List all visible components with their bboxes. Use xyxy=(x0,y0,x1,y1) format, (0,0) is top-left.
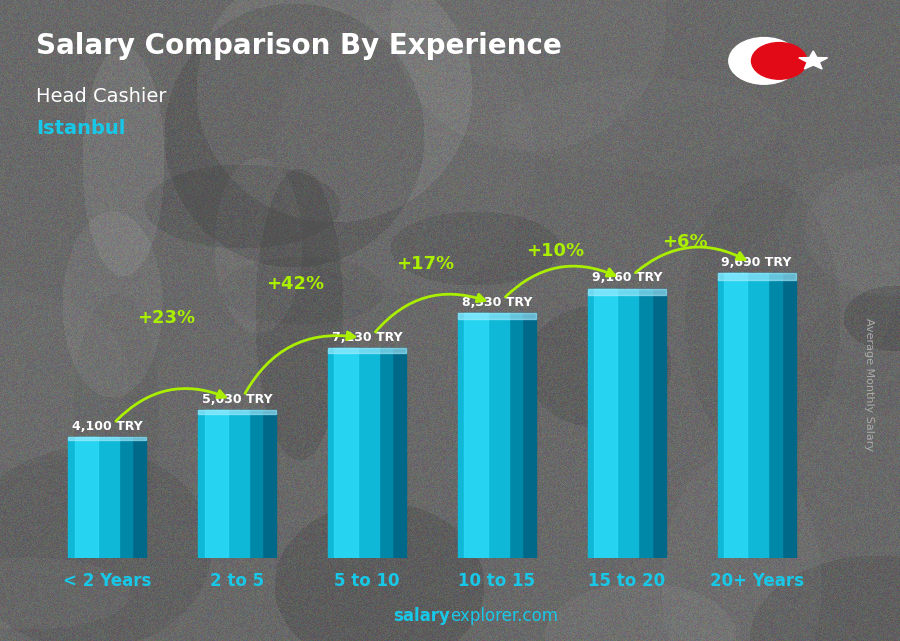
Circle shape xyxy=(752,42,807,79)
Bar xyxy=(652,288,666,558)
Text: +17%: +17% xyxy=(396,255,454,274)
Bar xyxy=(724,273,747,558)
Bar xyxy=(781,273,796,558)
Bar xyxy=(594,288,617,558)
Text: explorer.com: explorer.com xyxy=(450,607,558,625)
FancyArrowPatch shape xyxy=(245,332,355,394)
Bar xyxy=(588,288,666,296)
Bar xyxy=(204,410,228,558)
Bar xyxy=(335,348,357,558)
Text: 4,100 TRY: 4,100 TRY xyxy=(72,420,143,433)
FancyArrowPatch shape xyxy=(116,388,225,421)
Bar xyxy=(119,437,132,558)
Bar xyxy=(132,437,147,558)
Bar xyxy=(769,273,781,558)
Text: Salary Comparison By Experience: Salary Comparison By Experience xyxy=(36,32,562,60)
Bar xyxy=(588,288,638,558)
Text: Average Monthly Salary: Average Monthly Salary xyxy=(863,318,874,451)
Bar xyxy=(68,437,147,440)
Bar xyxy=(75,437,98,558)
Bar xyxy=(458,313,508,558)
Bar xyxy=(249,410,262,558)
Text: 9,690 TRY: 9,690 TRY xyxy=(722,256,792,269)
Bar xyxy=(638,288,652,558)
FancyArrowPatch shape xyxy=(635,247,745,272)
Text: 9,160 TRY: 9,160 TRY xyxy=(591,271,662,285)
Text: 7,130 TRY: 7,130 TRY xyxy=(332,331,402,344)
Text: +6%: +6% xyxy=(662,233,708,251)
Bar xyxy=(68,437,119,558)
Polygon shape xyxy=(799,51,828,69)
Text: 8,330 TRY: 8,330 TRY xyxy=(462,296,532,309)
Text: Istanbul: Istanbul xyxy=(36,119,125,138)
Text: Head Cashier: Head Cashier xyxy=(36,87,166,106)
Bar xyxy=(198,410,276,413)
Text: +10%: +10% xyxy=(526,242,584,260)
Bar xyxy=(458,313,536,319)
Text: salary: salary xyxy=(393,607,450,625)
Bar xyxy=(328,348,406,353)
Text: 5,030 TRY: 5,030 TRY xyxy=(202,393,273,406)
Bar xyxy=(328,348,379,558)
Text: +42%: +42% xyxy=(266,275,325,293)
Bar xyxy=(717,273,769,558)
Bar xyxy=(717,273,796,280)
Bar xyxy=(392,348,406,558)
Circle shape xyxy=(729,38,799,84)
Bar xyxy=(262,410,276,558)
FancyArrowPatch shape xyxy=(375,294,485,332)
Bar xyxy=(508,313,522,558)
Bar xyxy=(198,410,249,558)
Text: +23%: +23% xyxy=(137,309,195,327)
Bar xyxy=(464,313,488,558)
FancyArrowPatch shape xyxy=(506,266,615,297)
Bar xyxy=(522,313,536,558)
Bar xyxy=(379,348,392,558)
